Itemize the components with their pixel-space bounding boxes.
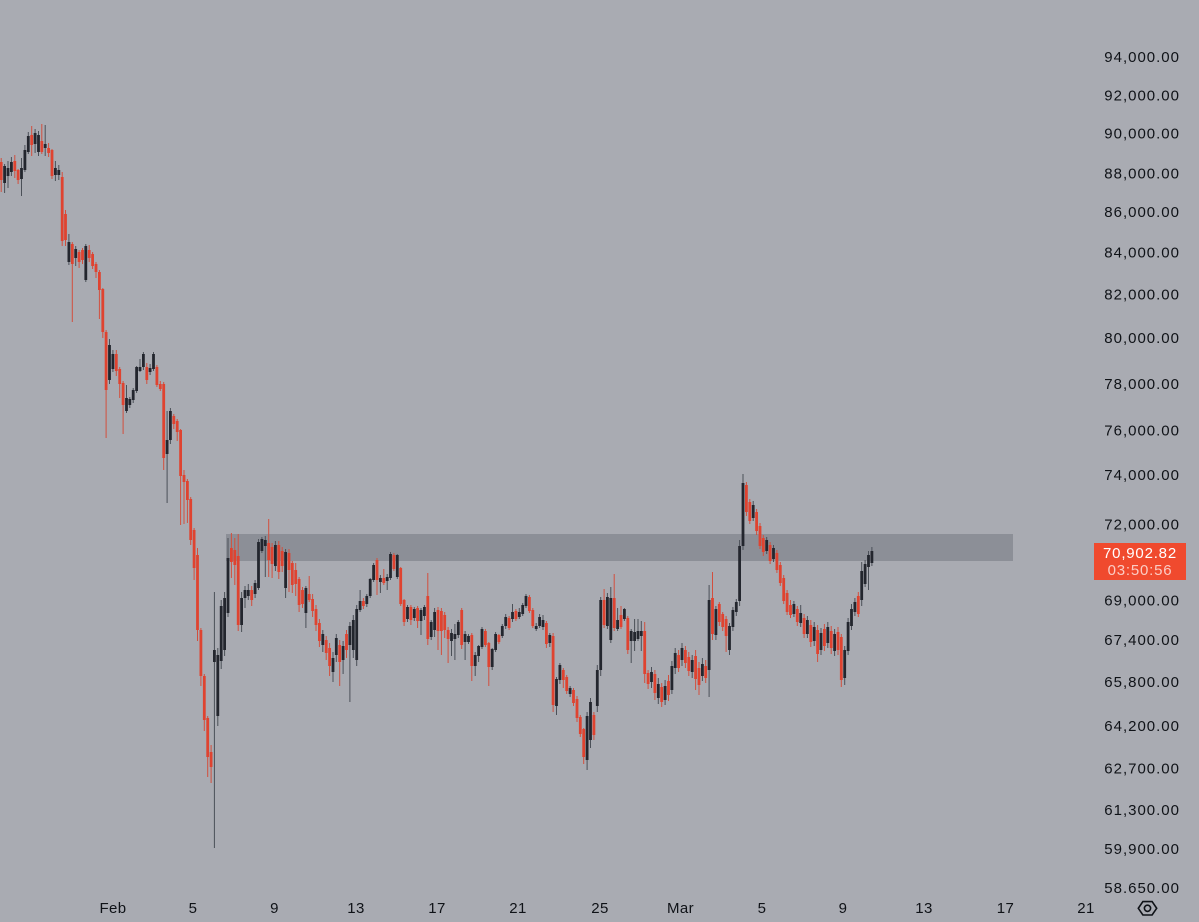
- svg-text:84,000.00: 84,000.00: [1104, 245, 1180, 262]
- svg-text:92,000.00: 92,000.00: [1104, 88, 1180, 105]
- svg-text:58.650.00: 58.650.00: [1104, 880, 1180, 897]
- svg-text:5: 5: [758, 900, 767, 917]
- svg-text:25: 25: [591, 900, 609, 917]
- svg-text:5: 5: [189, 900, 198, 917]
- svg-text:59,900.00: 59,900.00: [1104, 841, 1180, 858]
- svg-text:62,700.00: 62,700.00: [1104, 761, 1180, 778]
- svg-text:94,000.00: 94,000.00: [1104, 49, 1180, 66]
- svg-text:Feb: Feb: [99, 900, 126, 917]
- svg-text:17: 17: [428, 900, 446, 917]
- svg-text:86,000.00: 86,000.00: [1104, 204, 1180, 221]
- svg-text:67,400.00: 67,400.00: [1104, 632, 1180, 649]
- svg-text:21: 21: [1077, 900, 1095, 917]
- svg-text:13: 13: [347, 900, 365, 917]
- svg-text:9: 9: [839, 900, 848, 917]
- svg-text:76,000.00: 76,000.00: [1104, 423, 1180, 440]
- svg-text:Mar: Mar: [667, 900, 694, 917]
- svg-text:64,200.00: 64,200.00: [1104, 718, 1180, 735]
- svg-text:03:50:56: 03:50:56: [1108, 562, 1173, 579]
- svg-text:21: 21: [509, 900, 527, 917]
- svg-text:69,000.00: 69,000.00: [1104, 593, 1180, 610]
- svg-text:17: 17: [997, 900, 1015, 917]
- svg-text:65,800.00: 65,800.00: [1104, 674, 1180, 691]
- svg-text:90,000.00: 90,000.00: [1104, 126, 1180, 143]
- svg-text:74,000.00: 74,000.00: [1104, 467, 1180, 484]
- svg-text:72,000.00: 72,000.00: [1104, 517, 1180, 534]
- svg-text:88,000.00: 88,000.00: [1104, 166, 1180, 183]
- svg-text:80,000.00: 80,000.00: [1104, 330, 1180, 347]
- svg-text:61,300.00: 61,300.00: [1104, 802, 1180, 819]
- svg-text:13: 13: [915, 900, 933, 917]
- svg-text:9: 9: [270, 900, 279, 917]
- svg-text:70,902.82: 70,902.82: [1103, 545, 1177, 562]
- svg-text:82,000.00: 82,000.00: [1104, 287, 1180, 304]
- svg-text:78,000.00: 78,000.00: [1104, 376, 1180, 393]
